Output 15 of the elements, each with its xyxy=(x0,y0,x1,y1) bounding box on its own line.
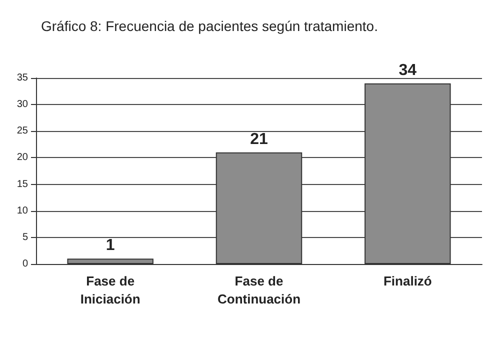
data-label: 1 xyxy=(106,237,115,254)
y-tick-label: 0 xyxy=(22,258,28,270)
data-label: 34 xyxy=(398,62,417,79)
chart-title: Gráfico 8: Frecuencia de pacientes según tratamiento. xyxy=(41,18,378,34)
y-tick-label: 35 xyxy=(16,72,28,84)
y-tick-label: 20 xyxy=(16,152,28,164)
x-tick-label: Fase de Iniciación xyxy=(80,274,140,306)
y-tick-label: 10 xyxy=(16,205,28,216)
x-tick-label: Fase de Continuación xyxy=(217,274,301,306)
y-tick-label: 25 xyxy=(16,126,28,137)
y-tick-label: 15 xyxy=(16,178,28,190)
y-tick-label: 5 xyxy=(22,232,28,243)
data-label: 21 xyxy=(250,130,268,148)
y-tick-label: 30 xyxy=(16,99,28,110)
x-tick-label: Finalizó xyxy=(383,274,432,288)
